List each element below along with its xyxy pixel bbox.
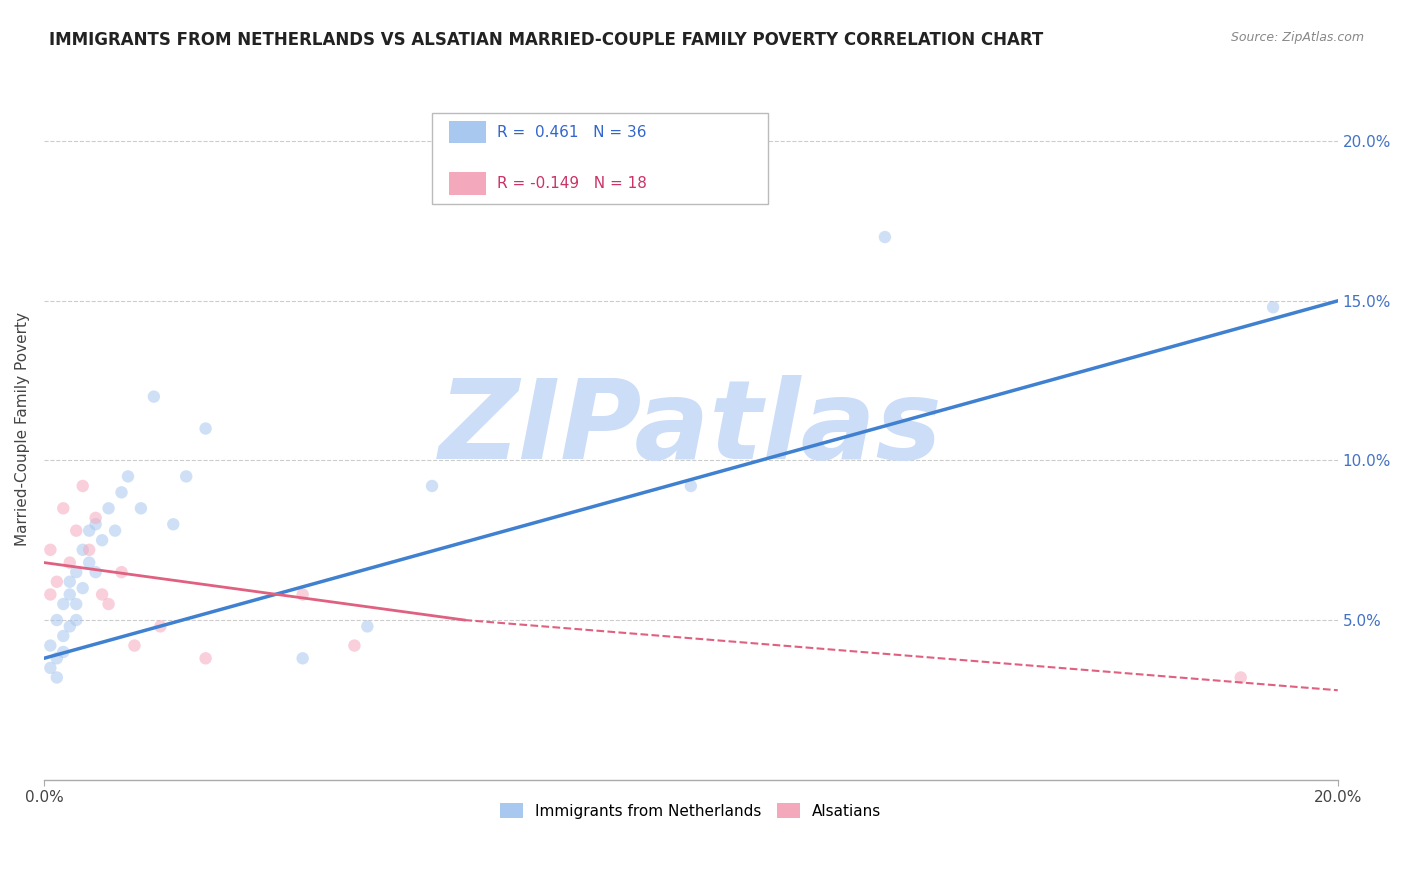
Point <box>194 421 217 435</box>
Point <box>59 556 82 570</box>
Text: IMMIGRANTS FROM NETHERLANDS VS ALSATIAN MARRIED-COUPLE FAMILY POVERTY CORRELATIO: IMMIGRANTS FROM NETHERLANDS VS ALSATIAN … <box>49 31 1043 49</box>
Point <box>59 587 82 601</box>
Point <box>45 613 67 627</box>
Point <box>45 574 67 589</box>
Point <box>97 597 120 611</box>
Point <box>117 469 139 483</box>
Point <box>39 639 62 653</box>
Point <box>142 390 165 404</box>
Point <box>194 651 217 665</box>
Point <box>343 639 366 653</box>
Point <box>65 597 87 611</box>
FancyBboxPatch shape <box>449 172 486 194</box>
Point <box>65 524 87 538</box>
Point <box>77 524 100 538</box>
Point <box>52 629 75 643</box>
Point <box>77 542 100 557</box>
Point <box>72 542 94 557</box>
Text: R =  0.461   N = 36: R = 0.461 N = 36 <box>496 125 647 140</box>
Point <box>162 517 184 532</box>
Point <box>356 619 378 633</box>
FancyBboxPatch shape <box>449 121 486 144</box>
Point <box>52 597 75 611</box>
Point <box>39 587 62 601</box>
Point <box>45 670 67 684</box>
Point <box>1229 670 1251 684</box>
Point <box>39 542 62 557</box>
Point <box>77 556 100 570</box>
Point <box>52 645 75 659</box>
Y-axis label: Married-Couple Family Poverty: Married-Couple Family Poverty <box>15 311 30 546</box>
Point <box>110 565 132 579</box>
Point <box>149 619 172 633</box>
Point <box>124 639 146 653</box>
Point <box>65 613 87 627</box>
Point <box>72 581 94 595</box>
Point <box>45 651 67 665</box>
Point <box>84 511 107 525</box>
Legend: Immigrants from Netherlands, Alsatians: Immigrants from Netherlands, Alsatians <box>494 797 887 824</box>
Point <box>84 565 107 579</box>
Point <box>72 479 94 493</box>
Point <box>97 501 120 516</box>
Point <box>679 479 702 493</box>
Point <box>104 524 127 538</box>
FancyBboxPatch shape <box>432 112 769 204</box>
Point <box>1261 300 1284 314</box>
Point <box>91 587 114 601</box>
Text: R = -0.149   N = 18: R = -0.149 N = 18 <box>496 176 647 191</box>
Point <box>84 517 107 532</box>
Point <box>39 661 62 675</box>
Text: Source: ZipAtlas.com: Source: ZipAtlas.com <box>1230 31 1364 45</box>
Point <box>110 485 132 500</box>
Point <box>291 587 314 601</box>
Point <box>59 574 82 589</box>
Point <box>65 565 87 579</box>
Point <box>91 533 114 548</box>
Point <box>291 651 314 665</box>
Text: ZIPatlas: ZIPatlas <box>439 375 942 482</box>
Point <box>873 230 896 244</box>
Point <box>59 619 82 633</box>
Point <box>174 469 197 483</box>
Point <box>52 501 75 516</box>
Point <box>129 501 152 516</box>
Point <box>420 479 443 493</box>
